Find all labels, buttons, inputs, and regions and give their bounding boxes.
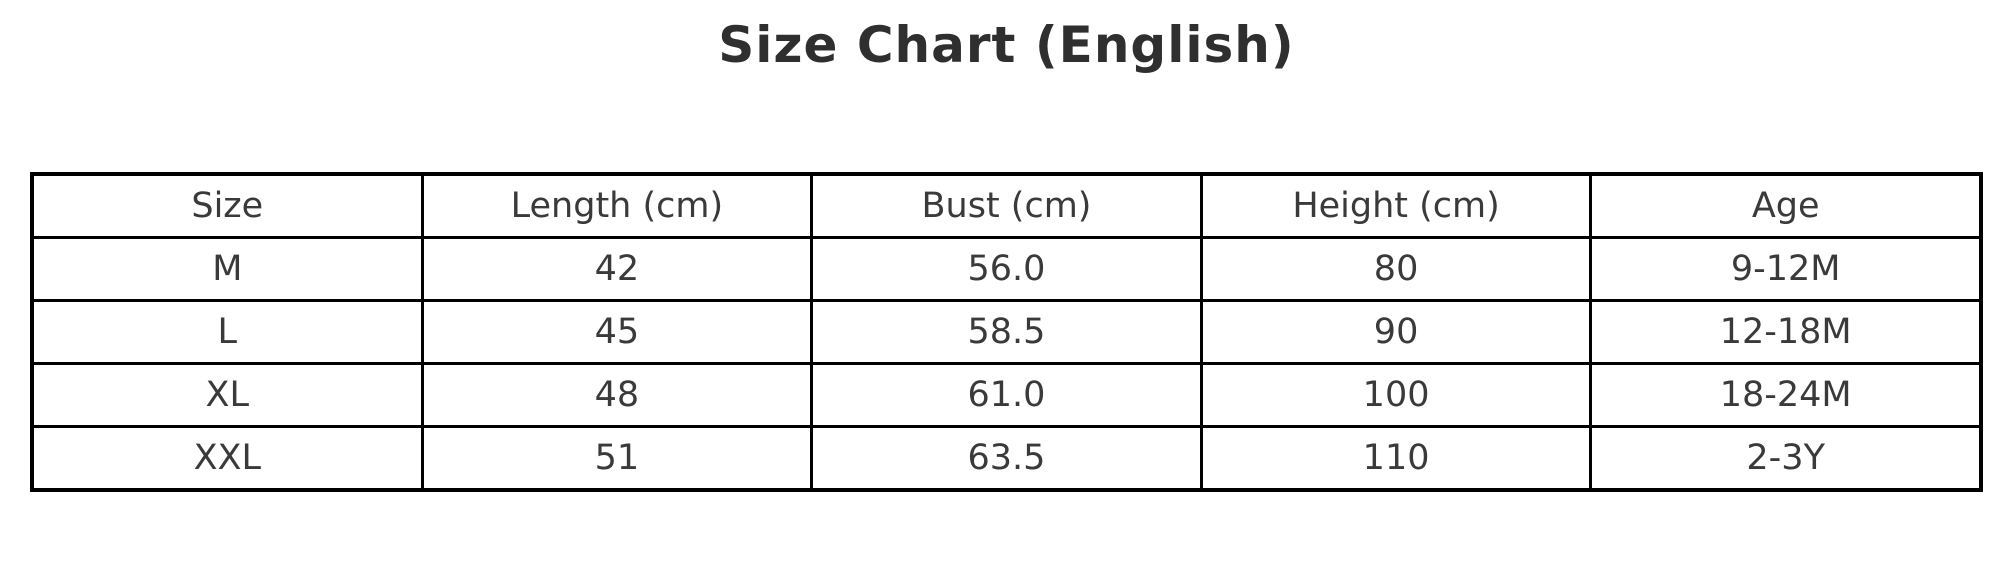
cell-age: 9-12M: [1589, 236, 1983, 302]
table-row-xl: XL 48 61.0 100 18-24M: [30, 362, 1983, 428]
cell-bust: 61.0: [810, 362, 1203, 428]
cell-height: 80: [1199, 236, 1593, 302]
size-chart-table: Size Length (cm) Bust (cm) Height (cm) A…: [30, 172, 1983, 492]
cell-length: 42: [420, 236, 814, 302]
table-header-row: Size Length (cm) Bust (cm) Height (cm) A…: [30, 172, 1983, 239]
cell-size: XXL: [30, 425, 424, 492]
column-header-size: Size: [30, 172, 424, 239]
column-header-height: Height (cm): [1199, 172, 1593, 239]
column-header-age: Age: [1589, 172, 1983, 239]
table-row-m: M 42 56.0 80 9-12M: [30, 236, 1983, 302]
cell-age: 18-24M: [1589, 362, 1983, 428]
cell-age: 2-3Y: [1589, 425, 1983, 492]
cell-bust: 56.0: [810, 236, 1203, 302]
page-title: Size Chart (English): [718, 16, 1295, 74]
cell-length: 48: [420, 362, 814, 428]
cell-height: 110: [1199, 425, 1593, 492]
cell-height: 90: [1199, 299, 1593, 365]
cell-size: L: [30, 299, 424, 365]
cell-length: 45: [420, 299, 814, 365]
column-header-length: Length (cm): [420, 172, 814, 239]
cell-length: 51: [420, 425, 814, 492]
cell-age: 12-18M: [1589, 299, 1983, 365]
column-header-bust: Bust (cm): [810, 172, 1203, 239]
cell-bust: 63.5: [810, 425, 1203, 492]
table-row-xxl: XXL 51 63.5 110 2-3Y: [30, 425, 1983, 492]
cell-height: 100: [1199, 362, 1593, 428]
cell-size: XL: [30, 362, 424, 428]
cell-bust: 58.5: [810, 299, 1203, 365]
cell-size: M: [30, 236, 424, 302]
table-row-l: L 45 58.5 90 12-18M: [30, 299, 1983, 365]
